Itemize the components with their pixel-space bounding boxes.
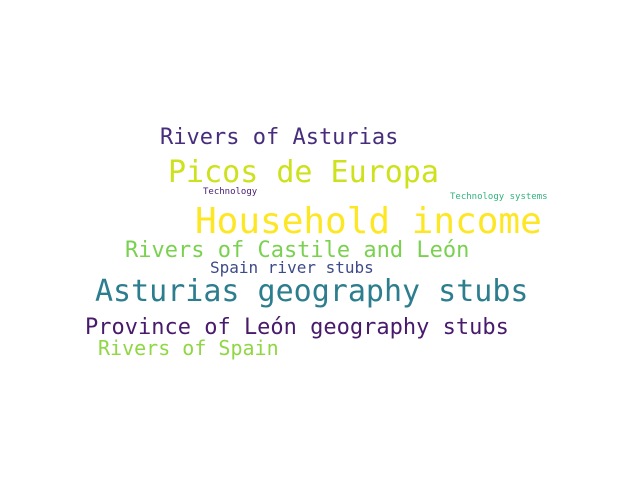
word-rivers-of-castile-and-leon: Rivers of Castile and León <box>125 238 470 263</box>
word-technology-systems: Technology systems <box>450 192 548 202</box>
word-household-income: Household income <box>195 201 542 242</box>
word-spain-river-stubs: Spain river stubs <box>210 258 374 277</box>
word-technology: Technology <box>203 187 258 197</box>
word-rivers-of-asturias: Rivers of Asturias <box>160 125 399 150</box>
word-province-of-leon-geography-stubs: Province of León geography stubs <box>85 315 509 340</box>
word-asturias-geography-stubs: Asturias geography stubs <box>95 274 529 309</box>
word-rivers-of-spain: Rivers of Spain <box>98 336 279 360</box>
word-picos-de-europa: Picos de Europa <box>168 155 439 190</box>
